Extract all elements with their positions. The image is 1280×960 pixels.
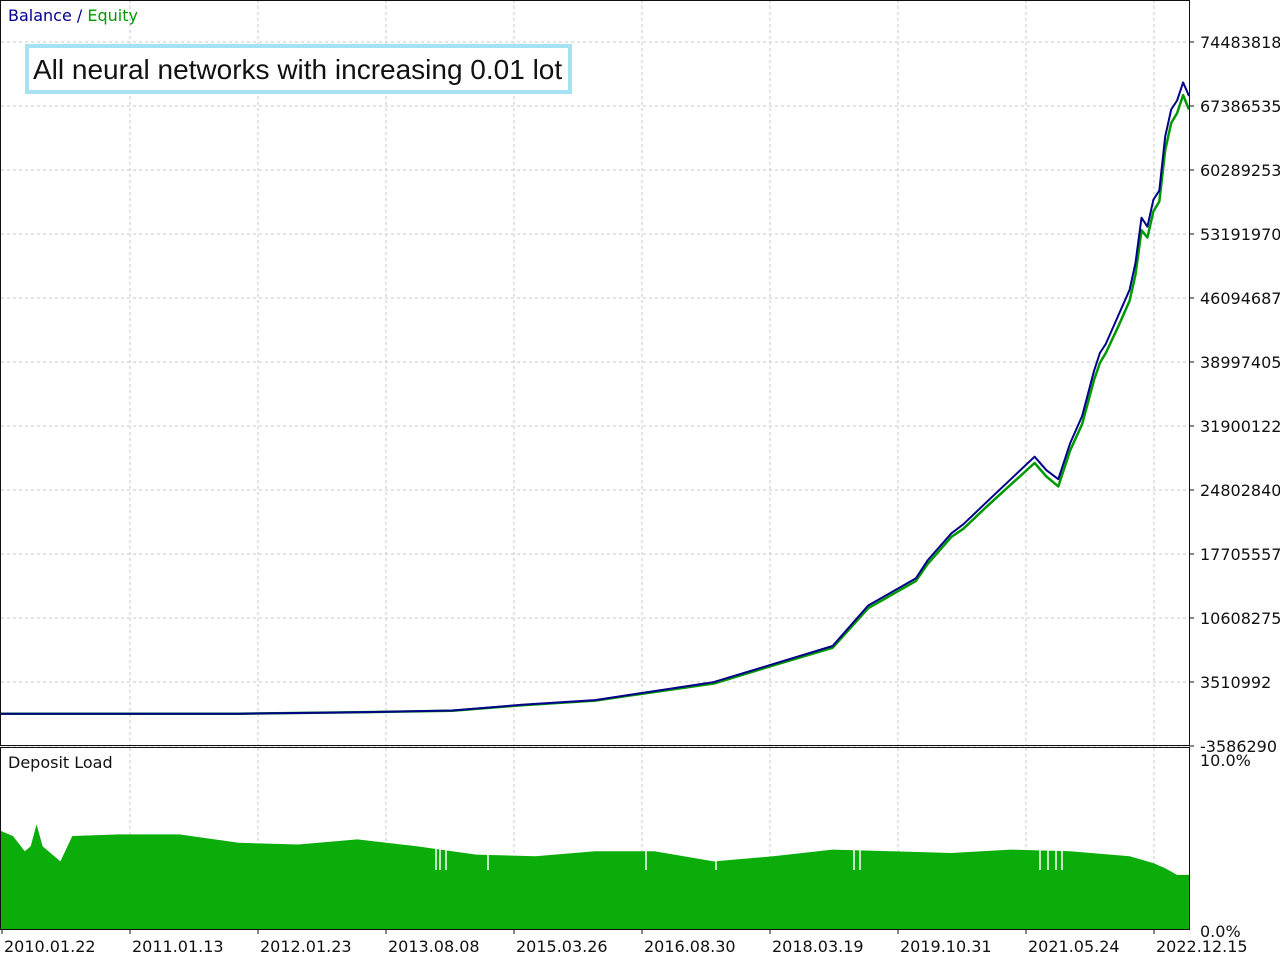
annotation-box: All neural networks with increasing 0.01…	[25, 44, 573, 94]
x-tick-label: 2013.08.08	[388, 937, 480, 956]
chart-frames	[0, 0, 1190, 930]
x-tick-label: 2022.12.15	[1156, 937, 1248, 956]
x-tick-label: 2021.05.24	[1028, 937, 1120, 956]
x-tick-label: 2012.01.23	[260, 937, 352, 956]
legend-balance: Balance	[8, 6, 72, 25]
x-tick-label: 2015.03.26	[516, 937, 608, 956]
x-axis-labels: 2010.01.22 2011.01.13 2012.01.23 2013.08.08…	[1, 929, 1248, 956]
y-tick-label: 46094687	[1200, 289, 1280, 308]
series-equity-line	[1, 93, 1191, 715]
chart-legend: Balance / Equity	[8, 6, 138, 25]
x-tick-label: 2019.10.31	[900, 937, 992, 956]
deposit-load-y-labels: 10.0% 0.0%	[1200, 751, 1251, 941]
x-tick-label: 2011.01.13	[132, 937, 224, 956]
x-tick-label: 2016.08.30	[644, 937, 736, 956]
legend-equity: Equity	[87, 6, 138, 25]
y-tick-label: -3586290	[1200, 737, 1277, 756]
deposit-load-title: Deposit Load	[8, 753, 113, 772]
main-chart-frame	[0, 0, 1190, 746]
x-tick-label: 2018.03.19	[772, 937, 864, 956]
y-tick-label: 31900122	[1200, 417, 1280, 436]
y-tick-label: 60289253	[1200, 161, 1280, 180]
y-tick-label: 53191970	[1200, 225, 1280, 244]
series-lines	[1, 81, 1191, 715]
deposit-load-area	[1, 818, 1189, 929]
y-tick-label: 10608275	[1200, 609, 1280, 628]
y-tick-label: 24802840	[1200, 481, 1280, 500]
main-chart-grid	[1, 0, 1189, 747]
deposit-load-y-tick-label: 10.0%	[1200, 751, 1251, 770]
x-tick-label: 2010.01.22	[4, 937, 96, 956]
deposit-load-frame	[0, 747, 1190, 930]
y-tick-label: 67386535	[1200, 97, 1280, 116]
deposit-load-series	[1, 824, 1189, 929]
legend-separator: /	[76, 6, 83, 25]
y-tick-label: 17705557	[1200, 545, 1280, 564]
y-tick-label: 38997405	[1200, 353, 1280, 372]
y-axis-labels: 74483818 67386535 60289253 53191970 46094687…	[1189, 33, 1280, 756]
series-balance-line	[1, 81, 1190, 715]
y-tick-label: 3510992	[1200, 673, 1271, 692]
deposit-load-y-tick-label: 0.0%	[1200, 922, 1241, 941]
y-tick-label: 74483818	[1200, 33, 1280, 52]
